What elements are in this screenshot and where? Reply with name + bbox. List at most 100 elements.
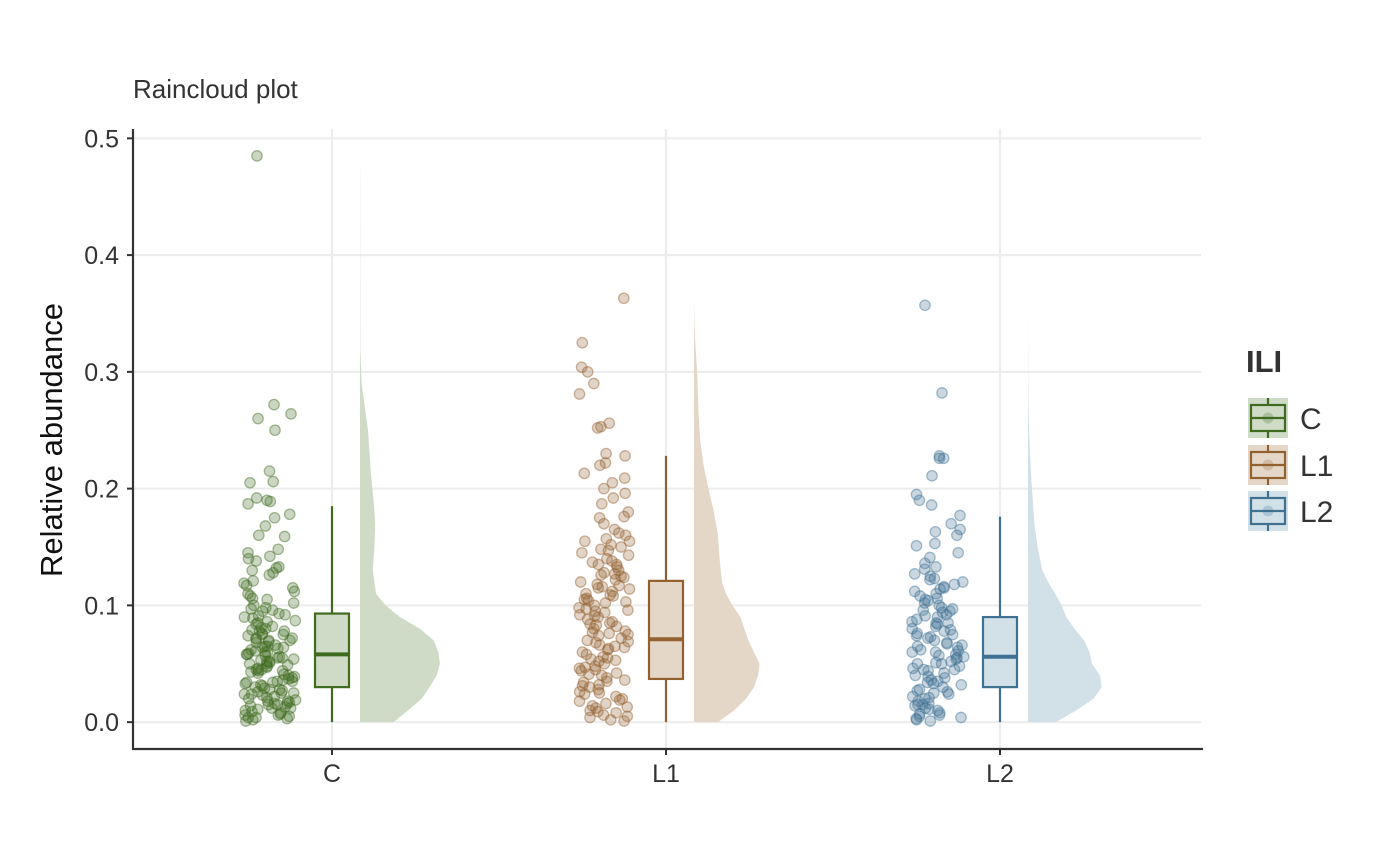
point-l1-65 (603, 627, 616, 640)
point-c-128 (279, 608, 291, 621)
point-l1-10 (619, 450, 631, 462)
point-l1-51 (582, 594, 595, 607)
point-l2-90 (922, 670, 935, 683)
point-c-146 (252, 617, 264, 629)
point-c-37 (255, 621, 268, 634)
point-c-68 (251, 662, 264, 675)
point-l1-57 (573, 608, 586, 621)
point-l2-0 (933, 450, 946, 462)
point-l1-123 (586, 556, 599, 569)
point-l2-39 (931, 618, 944, 630)
box-c (313, 612, 351, 689)
point-l1-6 (603, 417, 616, 430)
point-l1-60 (606, 615, 619, 628)
point-l1-78 (598, 657, 611, 670)
point-c-28 (259, 601, 272, 614)
point-l1-97 (590, 702, 602, 714)
point-c-137 (259, 622, 272, 635)
point-c-93 (261, 691, 273, 704)
point-c-144 (275, 687, 288, 699)
point-c-31 (252, 610, 265, 622)
point-l1-134 (592, 582, 605, 594)
box-l2 (981, 615, 1019, 689)
point-l2-29 (922, 594, 934, 607)
point-c-62 (260, 655, 273, 668)
point-c-124 (241, 648, 254, 661)
legend-key-point-l1 (1262, 459, 1274, 471)
point-l1-106 (621, 701, 634, 713)
point-c-70 (276, 664, 289, 677)
point-c-51 (272, 642, 284, 655)
x-tick-label-1: L1 (652, 760, 680, 788)
point-c-140 (261, 640, 274, 653)
point-l1-61 (584, 618, 596, 630)
point-l2-23 (938, 580, 950, 593)
point-l2-12 (929, 537, 941, 550)
point-c-133 (242, 552, 255, 565)
point-l1-117 (588, 610, 601, 622)
point-l1-79 (589, 660, 602, 672)
point-c-64 (260, 657, 273, 670)
point-l2-7 (954, 509, 966, 522)
point-c-66 (261, 660, 274, 672)
point-l1-29 (605, 538, 617, 551)
point-l1-100 (597, 709, 610, 721)
point-l1-112 (609, 654, 622, 667)
point-c-86 (273, 683, 286, 696)
point-c-57 (259, 649, 272, 662)
point-c-63 (263, 656, 276, 669)
point-c-102 (284, 702, 297, 714)
point-c-21 (240, 579, 253, 592)
legend-item-l2: L2 (1248, 491, 1333, 531)
point-l1-66 (592, 629, 605, 642)
point-c-4 (261, 494, 273, 507)
point-l2-30 (918, 597, 931, 609)
point-l1-127 (622, 628, 634, 641)
point-l2-54 (950, 653, 962, 665)
point-l1-101 (584, 711, 596, 724)
point-l2-89 (927, 677, 940, 690)
point-l2-110 (946, 628, 959, 641)
point-c-23 (288, 585, 301, 598)
point-c-134 (259, 646, 271, 658)
point-c-15 (250, 555, 263, 567)
point-l1-63 (588, 622, 600, 635)
point-c-13 (242, 546, 254, 559)
point-l1-118 (580, 603, 593, 615)
point-c-52 (245, 643, 257, 656)
point-l1-113 (602, 642, 615, 655)
point-l2-111 (942, 617, 954, 629)
point-c-48 (269, 639, 282, 651)
point-l2-40 (929, 620, 942, 633)
point-l2-31 (933, 599, 945, 612)
point-l1-69 (590, 636, 602, 649)
point-l1-105 (592, 705, 604, 718)
point-l2-99 (919, 610, 931, 622)
point-c-74 (282, 669, 295, 682)
point-l2-35 (940, 608, 953, 621)
point-c-130 (246, 592, 259, 605)
point-l2-57 (953, 660, 966, 672)
point-l2-105 (951, 652, 963, 664)
point-c-112 (246, 713, 259, 726)
point-l1-108 (593, 687, 606, 699)
point-l2-98 (930, 617, 943, 629)
point-l2-72 (912, 695, 925, 707)
point-c-143 (286, 675, 299, 688)
point-c-11 (278, 530, 291, 543)
y-tick-label-3: 0.3 (84, 359, 119, 387)
point-c-113 (240, 715, 252, 727)
point-l1-31 (595, 543, 607, 556)
point-l1-22 (593, 511, 606, 524)
point-c-108 (272, 709, 285, 721)
outlier-point-c-2 (285, 408, 297, 420)
point-c-147 (256, 605, 269, 618)
point-c-7 (283, 508, 296, 521)
point-l1-34 (601, 552, 613, 565)
point-l1-114 (622, 635, 635, 648)
x-axis-ticks: C L1 L2 (323, 749, 1014, 788)
legend-key-point-l2 (1262, 505, 1274, 517)
point-c-47 (250, 636, 263, 649)
point-c-96 (261, 695, 274, 707)
point-l1-53 (588, 599, 601, 612)
